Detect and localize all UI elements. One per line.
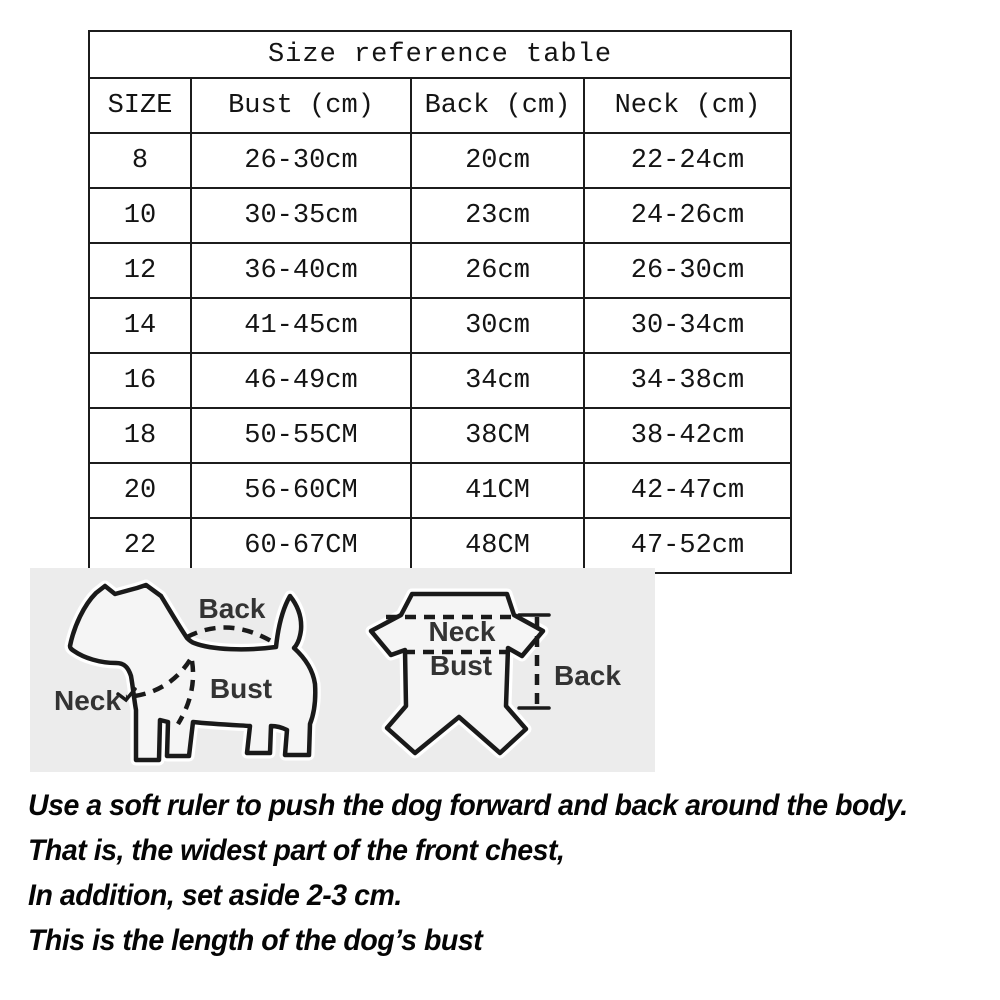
table-row: 20 56-60CM 41CM 42-47cm: [88, 462, 792, 519]
table-cell: 41CM: [410, 462, 585, 519]
table-cell: 41-45cm: [190, 297, 412, 354]
measurement-diagram: Back Neck Bust Neck Bust Back: [54, 579, 621, 766]
table-cell: 34cm: [410, 352, 585, 409]
table-row: 18 50-55CM 38CM 38-42cm: [88, 407, 792, 464]
table-cell: 42-47cm: [583, 462, 792, 519]
table-cell: 38CM: [410, 407, 585, 464]
garment-figure: Neck Bust Back: [365, 588, 621, 759]
garment-bust-label: Bust: [430, 650, 492, 681]
dog-bust-measure-line: [176, 660, 196, 726]
garment-outline: [368, 591, 546, 756]
table-cell: 18: [88, 407, 192, 464]
table-cell: 30cm: [410, 297, 585, 354]
dog-back-measure-line: [185, 625, 278, 646]
table-cell: 48CM: [410, 517, 585, 574]
table-cell: 56-60CM: [190, 462, 412, 519]
garment-back-label: Back: [554, 660, 621, 691]
instruction-line: In addition, set aside 2-3 cm.: [28, 879, 402, 912]
table-header-row: SIZE Bust (cm) Back (cm) Neck (cm): [88, 77, 792, 134]
instructions-text: Use a soft ruler to push the dog forward…: [28, 783, 908, 963]
table-cell: 38-42cm: [583, 407, 792, 464]
table-body: 8 26-30cm 20cm 22-24cm 10 30-35cm 23cm 24-26cm 1…: [88, 132, 792, 574]
table-row: 10 30-35cm 23cm 24-26cm: [88, 187, 792, 244]
column-header-size: SIZE: [88, 77, 192, 134]
table-cell: 30-34cm: [583, 297, 792, 354]
table-row: 8 26-30cm 20cm 22-24cm: [88, 132, 792, 189]
table-cell: 8: [88, 132, 192, 189]
table-row: 22 60-67CM 48CM 47-52cm: [88, 517, 792, 574]
dog-back-label: Back: [199, 593, 266, 624]
table-cell: 30-35cm: [190, 187, 412, 244]
table-cell: 20: [88, 462, 192, 519]
dog-bust-label: Bust: [210, 673, 272, 704]
dog-figure: Back Neck Bust: [54, 579, 321, 766]
table-cell: 34-38cm: [583, 352, 792, 409]
table-cell: 46-49cm: [190, 352, 412, 409]
dog-neck-measure-line: [125, 658, 192, 700]
table-cell: 23cm: [410, 187, 585, 244]
table-cell: 24-26cm: [583, 187, 792, 244]
size-reference-table: Size reference table SIZE Bust (cm) Back…: [88, 30, 792, 574]
table-cell: 47-52cm: [583, 517, 792, 574]
instruction-line: Use a soft ruler to push the dog forward…: [28, 789, 908, 822]
table-cell: 50-55CM: [190, 407, 412, 464]
table-cell: 26-30cm: [583, 242, 792, 299]
table-row: 14 41-45cm 30cm 30-34cm: [88, 297, 792, 354]
column-header-back: Back (cm): [410, 77, 585, 134]
table-cell: 22-24cm: [583, 132, 792, 189]
table-cell: 20cm: [410, 132, 585, 189]
garment-neck-label: Neck: [429, 616, 496, 647]
dog-neck-label: Neck: [54, 685, 121, 716]
table-cell: 14: [88, 297, 192, 354]
table-cell: 26cm: [410, 242, 585, 299]
instruction-line: That is, the widest part of the front ch…: [28, 834, 565, 867]
measurement-diagram-panel: Back Neck Bust Neck Bust Back: [30, 568, 655, 772]
column-header-bust: Bust (cm): [190, 77, 412, 134]
table-cell: 60-67CM: [190, 517, 412, 574]
column-header-neck: Neck (cm): [583, 77, 792, 134]
table-cell: 36-40cm: [190, 242, 412, 299]
table-cell: 12: [88, 242, 192, 299]
table-cell: 10: [88, 187, 192, 244]
table-row: 16 46-49cm 34cm 34-38cm: [88, 352, 792, 409]
table-cell: 22: [88, 517, 192, 574]
table-cell: 26-30cm: [190, 132, 412, 189]
instruction-line: This is the length of the dog’s bust: [28, 924, 483, 957]
table-row: 12 36-40cm 26cm 26-30cm: [88, 242, 792, 299]
dog-outline: [67, 582, 318, 763]
table-title: Size reference table: [88, 30, 792, 79]
table-title-row: Size reference table: [88, 30, 792, 79]
table-cell: 16: [88, 352, 192, 409]
neck-line-end-hook: [116, 687, 137, 703]
